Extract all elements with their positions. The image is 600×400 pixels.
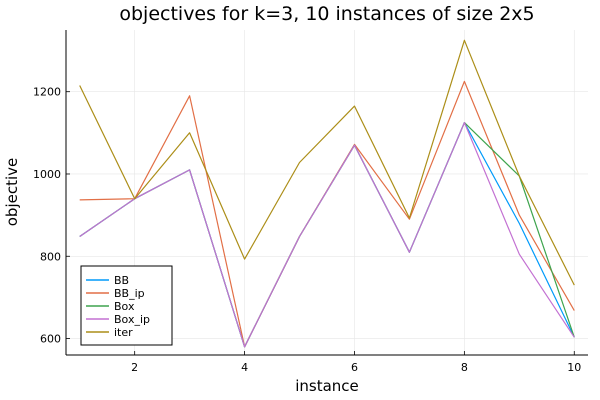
x-tick-label: 8	[461, 361, 468, 374]
legend-label: Box	[114, 300, 135, 313]
y-tick-label: 1000	[33, 168, 61, 181]
x-tick-label: 4	[241, 361, 248, 374]
x-tick-label: 10	[567, 361, 581, 374]
x-tick-label: 6	[351, 361, 358, 374]
series-line-box-ip	[79, 121, 575, 348]
series-line-iter	[79, 39, 575, 286]
y-tick-label: 800	[40, 250, 61, 263]
plot-series	[79, 39, 575, 348]
y-axis-label: objective	[3, 158, 21, 227]
ticks: 2 4 6 8 10 600 800 1000 1200	[33, 86, 581, 374]
axes	[65, 30, 588, 356]
x-axis-label: instance	[295, 377, 359, 395]
legend-label: iter	[114, 326, 133, 339]
y-tick-label: 600	[40, 333, 61, 346]
legend-label: BB	[114, 274, 129, 287]
legend-label: Box_ip	[114, 313, 150, 326]
x-tick-label: 2	[131, 361, 138, 374]
legend-label: BB_ip	[114, 287, 145, 300]
y-tick-label: 1200	[33, 86, 61, 99]
chart-title: objectives for k=3, 10 instances of size…	[119, 3, 534, 25]
